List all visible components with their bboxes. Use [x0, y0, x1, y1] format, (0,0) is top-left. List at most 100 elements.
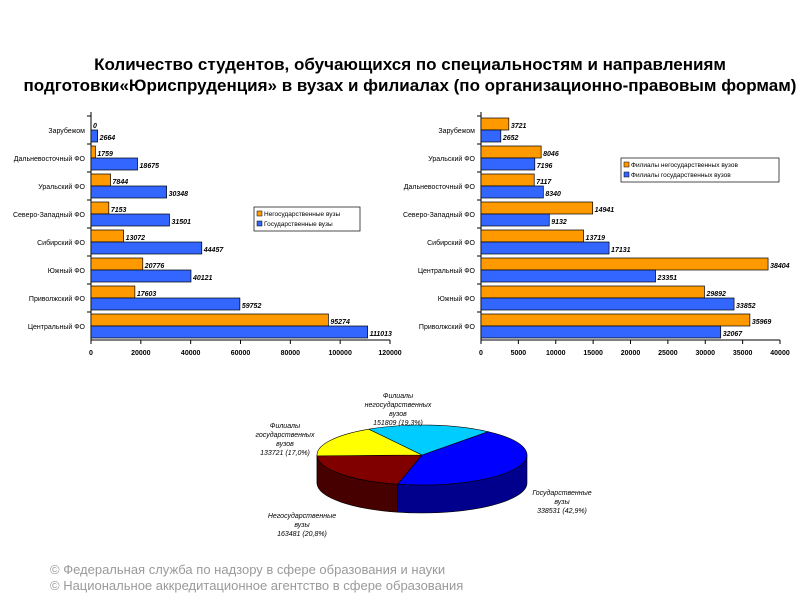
bar — [90, 213, 170, 227]
bar — [90, 173, 111, 187]
data-label: 7844 — [113, 179, 129, 186]
data-label: 8046 — [543, 151, 559, 158]
legend-label: Негосударственные вузы — [264, 211, 340, 218]
pie-label: Филиалы — [270, 423, 301, 430]
data-label: 17603 — [137, 291, 157, 298]
bar — [90, 185, 167, 199]
data-label: 2664 — [99, 135, 116, 142]
slide-title: Количество студентов, обучающихся по спе… — [23, 55, 797, 95]
bar — [480, 145, 542, 159]
data-label: 13072 — [126, 235, 146, 242]
data-label: 18675 — [140, 163, 160, 170]
legend-label: Филиалы государственных вузов — [631, 172, 731, 179]
x-tick-label: 40000 — [770, 350, 790, 357]
bar — [480, 257, 769, 271]
category-label: Северо-Западный ФО — [403, 211, 476, 219]
data-label: 31501 — [171, 219, 191, 226]
category-label: Зарубежом — [48, 127, 85, 135]
pie-label: вузов — [389, 411, 407, 418]
bar — [90, 257, 144, 271]
bar — [480, 285, 705, 299]
data-label: 95274 — [330, 319, 350, 326]
data-label: 40121 — [192, 275, 213, 282]
data-label: 29892 — [705, 291, 726, 298]
bar — [480, 213, 550, 227]
category-label: Южный ФО — [438, 295, 476, 303]
data-label: 3721 — [511, 123, 527, 130]
x-tick-label: 100000 — [328, 350, 351, 357]
pie-label: негосударственных — [365, 401, 432, 409]
data-label: 111013 — [370, 331, 392, 338]
pie-value-label: 133721 (17,0%) — [260, 450, 310, 457]
legend-swatch — [623, 161, 630, 168]
bar — [90, 157, 138, 171]
category-label: Южный ФО — [48, 267, 86, 275]
legend-box — [253, 206, 361, 232]
data-label: 2652 — [502, 135, 519, 142]
category-label: Сибирский ФО — [37, 239, 85, 247]
footer-line-1: © Федеральная служба по надзору в сфере … — [50, 562, 446, 577]
bar — [480, 117, 510, 131]
bar — [90, 129, 98, 143]
data-label: 13719 — [586, 235, 606, 242]
pie-label: вузы — [294, 522, 310, 529]
x-tick-label: 40000 — [181, 350, 201, 357]
pie-value-label: 338531 (42,9%) — [537, 508, 587, 515]
bar — [90, 229, 124, 243]
category-label: Дальневосточный ФО — [14, 155, 86, 163]
bar — [90, 241, 203, 255]
category-label: Северо-Западный ФО — [13, 211, 86, 219]
bar — [90, 325, 368, 339]
data-label: 44457 — [203, 247, 225, 254]
category-label: Зарубежом — [438, 127, 475, 135]
pie-slice — [316, 454, 423, 485]
bar — [90, 297, 241, 311]
data-label: 30348 — [169, 191, 189, 198]
bar — [480, 297, 735, 311]
category-label: Приволжский ФО — [29, 295, 86, 303]
bar — [90, 313, 329, 327]
x-tick-label: 0 — [479, 350, 483, 357]
bar — [480, 173, 535, 187]
bar — [480, 185, 544, 199]
x-tick-label: 20000 — [621, 350, 641, 357]
data-label: 14941 — [595, 207, 615, 214]
category-label: Центральный ФО — [28, 323, 86, 331]
category-label: Дальневосточный ФО — [404, 183, 476, 191]
bar — [90, 285, 136, 299]
pie-label: вузов — [276, 441, 294, 448]
data-label: 23351 — [657, 275, 678, 282]
legend-label: Государственные вузы — [264, 221, 333, 228]
x-tick-label: 15000 — [583, 350, 603, 357]
category-label: Уральский ФО — [38, 183, 85, 191]
data-label: 35969 — [752, 319, 772, 326]
data-label: 20776 — [144, 263, 165, 270]
pie-label: Государственные — [532, 489, 591, 497]
bar — [480, 201, 594, 215]
data-label: 7196 — [537, 163, 553, 170]
data-label: 32067 — [723, 331, 744, 338]
bar — [90, 269, 192, 283]
x-tick-label: 80000 — [281, 350, 301, 357]
bar — [480, 229, 584, 243]
bar — [480, 269, 656, 283]
legend-swatch — [256, 210, 263, 217]
x-tick-label: 120000 — [378, 350, 401, 357]
x-tick-label: 60000 — [231, 350, 251, 357]
bar — [90, 145, 96, 159]
legend-box — [620, 157, 780, 183]
x-tick-label: 0 — [89, 350, 93, 357]
pie-value-label: 163481 (20,8%) — [277, 531, 327, 538]
bar — [480, 157, 536, 171]
category-label: Приволжский ФО — [419, 323, 476, 331]
bar — [480, 325, 722, 339]
pie-label: вузы — [554, 499, 570, 506]
data-label: 1759 — [97, 151, 113, 158]
legend-label: Филиалы негосударственных вузов — [631, 162, 738, 169]
x-tick-label: 25000 — [658, 350, 678, 357]
pie-label: государственных — [256, 431, 315, 439]
data-label: 17131 — [611, 247, 631, 254]
pie-label: Филиалы — [383, 393, 414, 400]
category-label: Уральский ФО — [428, 155, 475, 163]
